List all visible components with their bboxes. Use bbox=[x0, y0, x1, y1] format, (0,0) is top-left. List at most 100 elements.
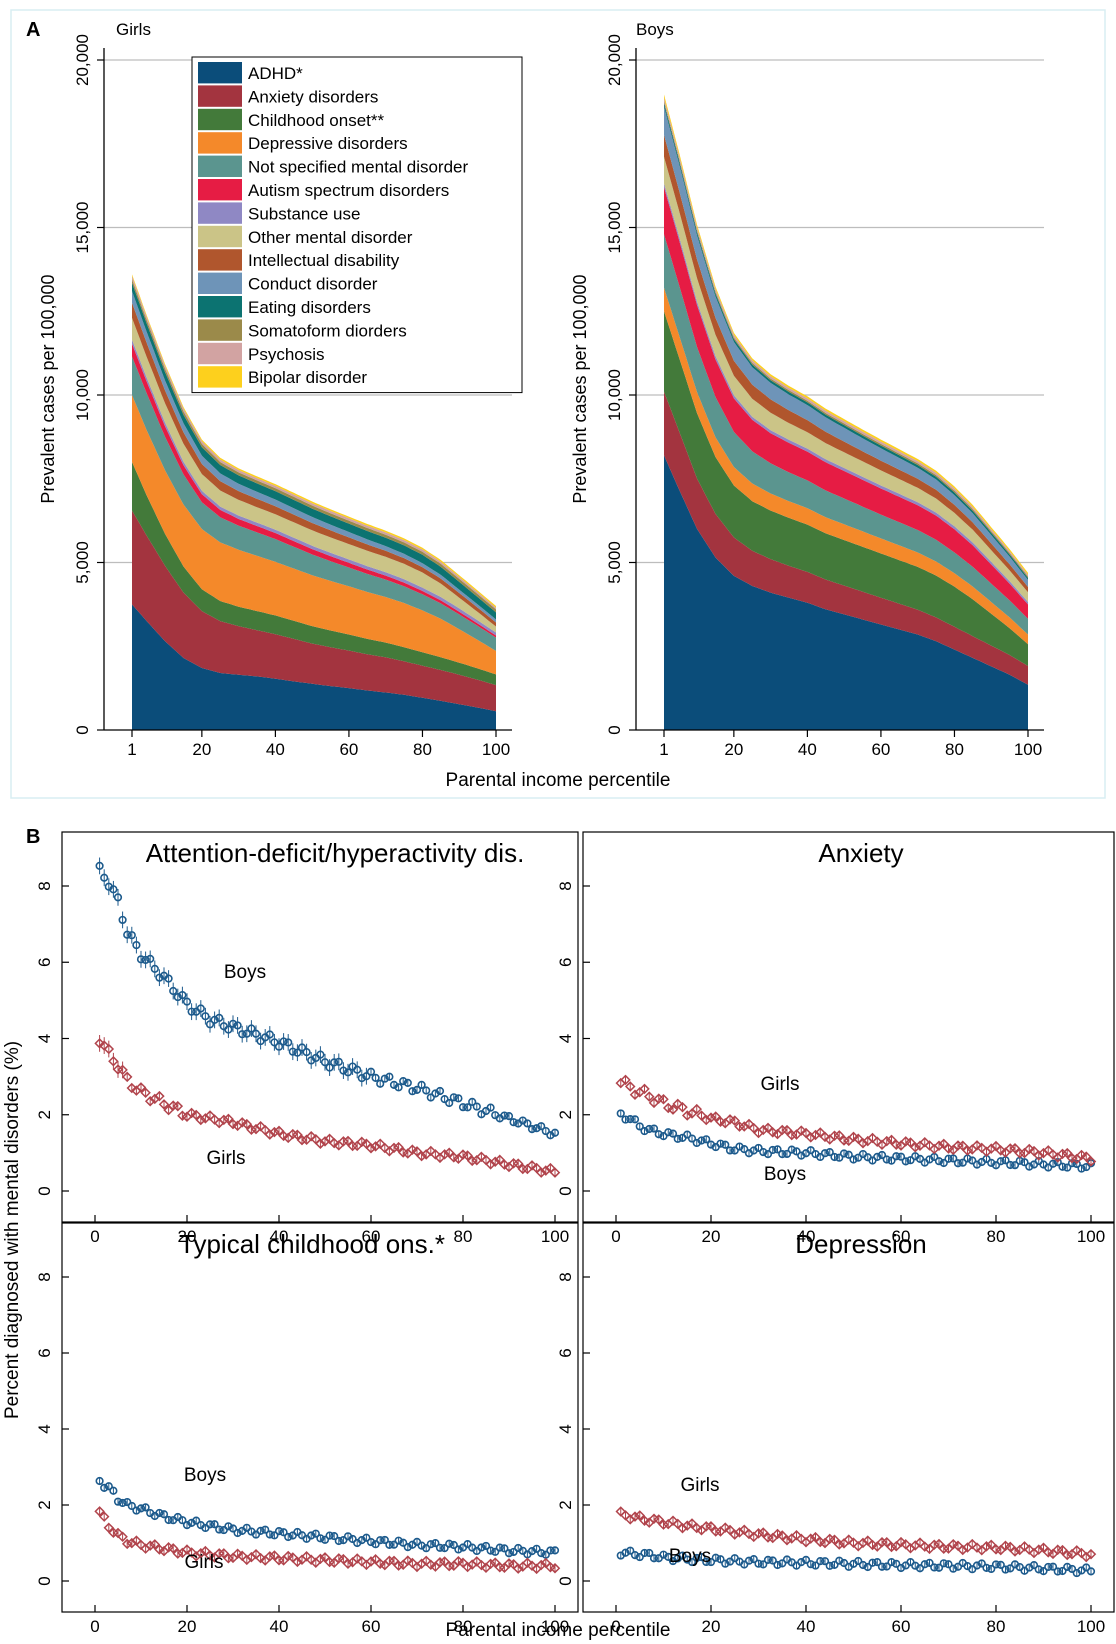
x-tick-label: 100 bbox=[541, 1227, 569, 1246]
point-boys bbox=[820, 1149, 830, 1158]
point-girls bbox=[1004, 1143, 1016, 1154]
point-girls bbox=[121, 1538, 133, 1550]
plot-frame bbox=[61, 831, 579, 1223]
point-girls bbox=[895, 1536, 907, 1548]
plot-frame bbox=[61, 1222, 579, 1613]
point-girls bbox=[149, 1539, 161, 1550]
scatter-plot: Attention-deficit/hyperactivity dis. 0 2 4 6… bbox=[35, 831, 579, 1246]
legend-item: Bipolar disorder bbox=[248, 368, 367, 387]
point-boys bbox=[687, 1557, 697, 1567]
panel-a-letter: A bbox=[26, 19, 40, 41]
x-tick-label: 0 bbox=[611, 1617, 620, 1636]
point-girls bbox=[1009, 1546, 1021, 1557]
point-girls bbox=[658, 1519, 669, 1530]
point-boys bbox=[399, 1538, 408, 1547]
legend-swatch bbox=[198, 342, 242, 365]
point-boys bbox=[233, 1021, 242, 1030]
area-anxiety bbox=[664, 391, 1028, 685]
point-girls bbox=[781, 1124, 793, 1136]
point-boys bbox=[422, 1544, 431, 1553]
point-boys bbox=[996, 1157, 1005, 1166]
point-boys bbox=[348, 1534, 357, 1544]
point-boys bbox=[394, 1083, 403, 1092]
point-girls bbox=[108, 1055, 119, 1067]
point-boys bbox=[435, 1543, 445, 1552]
point-boys bbox=[541, 1126, 550, 1136]
point-boys bbox=[274, 1527, 284, 1536]
point-boys bbox=[716, 1139, 725, 1148]
point-boys bbox=[1063, 1562, 1072, 1571]
point-boys bbox=[454, 1094, 463, 1103]
point-boys bbox=[118, 915, 127, 925]
point-boys bbox=[288, 1047, 297, 1056]
point-girls bbox=[691, 1103, 703, 1115]
point-boys bbox=[716, 1555, 725, 1564]
point-girls bbox=[1080, 1151, 1092, 1162]
x-tick-label: 20 bbox=[702, 1227, 721, 1246]
legend-item: Not specified mental disorder bbox=[248, 158, 469, 177]
point-girls bbox=[962, 1145, 973, 1156]
point-boys bbox=[953, 1159, 963, 1168]
point-girls bbox=[905, 1137, 916, 1148]
point-girls bbox=[795, 1533, 807, 1545]
point-boys bbox=[546, 1546, 555, 1555]
point-girls bbox=[144, 1540, 156, 1551]
area-other bbox=[664, 156, 1028, 603]
point-boys bbox=[792, 1147, 801, 1156]
point-boys bbox=[697, 1136, 706, 1145]
area-depressive bbox=[132, 395, 496, 675]
point-boys bbox=[113, 893, 123, 902]
legend-swatch bbox=[198, 108, 242, 131]
point-girls bbox=[512, 1563, 524, 1574]
point-boys bbox=[210, 1520, 219, 1529]
point-boys bbox=[366, 1537, 376, 1547]
point-boys bbox=[431, 1538, 440, 1548]
point-girls bbox=[535, 1167, 547, 1178]
point-boys bbox=[187, 1518, 196, 1527]
point-boys bbox=[500, 1111, 509, 1120]
y-tick-label: 6 bbox=[35, 958, 54, 967]
x-tick-label: 20 bbox=[178, 1617, 197, 1636]
point-boys bbox=[242, 1029, 251, 1038]
area-not_specified bbox=[664, 234, 1028, 635]
point-girls bbox=[995, 1145, 1007, 1156]
point-girls bbox=[223, 1113, 234, 1125]
point-boys bbox=[472, 1102, 481, 1111]
point-girls bbox=[691, 1522, 703, 1534]
point-girls bbox=[218, 1548, 230, 1559]
legend-item: Psychosis bbox=[248, 345, 325, 364]
point-girls bbox=[639, 1515, 650, 1526]
area-adhd bbox=[132, 604, 496, 730]
point-girls bbox=[881, 1536, 893, 1548]
point-girls bbox=[886, 1134, 897, 1146]
point-girls bbox=[489, 1156, 501, 1167]
point-boys bbox=[284, 1038, 293, 1047]
y-tick-label: 8 bbox=[35, 881, 54, 890]
y-axis-label: Prevalent cases per 100,000 bbox=[570, 274, 590, 503]
point-girls bbox=[719, 1522, 731, 1533]
point-boys bbox=[238, 1030, 247, 1039]
point-girls bbox=[810, 1531, 821, 1543]
point-girls bbox=[241, 1554, 253, 1566]
point-girls bbox=[857, 1137, 869, 1149]
point-boys bbox=[233, 1528, 242, 1538]
x-tick-label: 80 bbox=[454, 1617, 473, 1636]
point-girls bbox=[126, 1082, 138, 1094]
point-boys bbox=[109, 885, 118, 894]
x-tick-label: 40 bbox=[798, 740, 817, 759]
y-tick-label: 4 bbox=[35, 1034, 54, 1043]
point-girls bbox=[292, 1556, 303, 1568]
point-boys bbox=[486, 1103, 495, 1112]
point-girls bbox=[985, 1143, 997, 1154]
x-tick-label: 100 bbox=[1077, 1227, 1105, 1246]
point-boys bbox=[215, 1013, 224, 1022]
x-tick-label: 20 bbox=[178, 1227, 197, 1246]
point-boys bbox=[265, 1530, 274, 1539]
point-boys bbox=[389, 1540, 399, 1549]
x-tick-label: 0 bbox=[90, 1227, 99, 1246]
point-girls bbox=[748, 1122, 760, 1134]
point-girls bbox=[485, 1558, 496, 1570]
point-boys bbox=[1020, 1158, 1029, 1167]
point-boys bbox=[763, 1150, 773, 1159]
point-boys bbox=[178, 990, 187, 1000]
